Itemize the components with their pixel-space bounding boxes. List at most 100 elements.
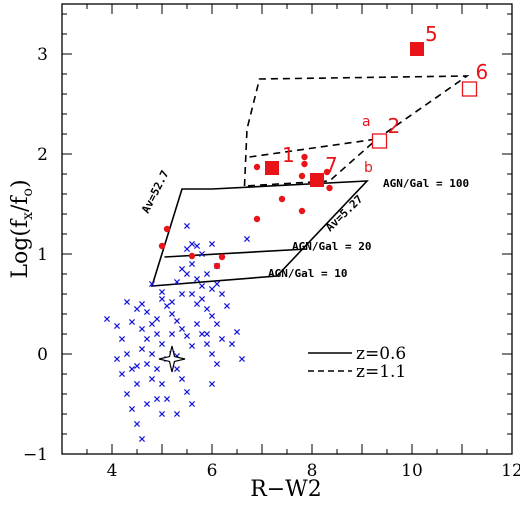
blue-cross — [208, 312, 216, 320]
blue-cross-stroke — [208, 240, 216, 248]
red-dot — [298, 172, 306, 180]
blue-cross — [188, 240, 196, 248]
blue-cross — [133, 380, 141, 388]
star-marker — [158, 345, 186, 373]
blue-cross — [133, 362, 141, 370]
blue-cross — [188, 260, 196, 268]
y-axis-title-mid: /f — [8, 195, 33, 212]
x-tick-label: 6 — [207, 461, 218, 481]
blue-cross-stroke — [168, 330, 176, 338]
blue-cross-stroke — [138, 435, 146, 443]
blue-cross-stroke — [153, 315, 161, 323]
blue-cross — [193, 242, 201, 250]
plot-frame — [61, 3, 513, 455]
blue-cross — [218, 290, 226, 298]
blue-cross — [173, 365, 181, 373]
blue-cross — [133, 420, 141, 428]
blue-cross-stroke — [203, 305, 211, 313]
blue-cross — [223, 302, 231, 310]
blue-cross-stroke — [113, 355, 121, 363]
x-tick-label: 4 — [107, 461, 118, 481]
blue-cross-stroke — [143, 308, 151, 316]
blue-cross — [148, 280, 156, 288]
blue-cross — [208, 350, 216, 358]
blue-cross-stroke — [213, 280, 221, 288]
blue-cross-stroke — [153, 395, 161, 403]
blue-cross — [168, 310, 176, 318]
av-left-label: Av=52.7 — [139, 168, 172, 215]
red-dot — [301, 160, 308, 168]
blue-cross — [233, 328, 241, 336]
agn-gal-20-label: AGN/Gal = 20 — [292, 240, 371, 253]
blue-cross-stroke — [203, 340, 211, 348]
red-dot — [278, 195, 286, 203]
blue-cross-stroke — [113, 322, 121, 330]
x-tick-label: 12 — [501, 461, 520, 481]
blue-cross-stroke — [118, 370, 126, 378]
blue-cross — [178, 290, 186, 298]
blue-cross-stroke — [103, 315, 111, 323]
blue-cross-stroke — [158, 380, 166, 388]
blue-cross-stroke — [123, 390, 131, 398]
blue-cross — [188, 290, 196, 298]
blue-cross — [153, 395, 161, 403]
blue-cross — [178, 265, 186, 273]
blue-cross-stroke — [133, 420, 141, 428]
blue-cross-stroke — [148, 375, 156, 383]
square-label: 7 — [325, 153, 338, 177]
model-grid-z11 — [243, 75, 470, 187]
blue-cross-stroke — [138, 325, 146, 333]
blue-cross-stroke — [173, 317, 181, 325]
blue-cross — [153, 330, 161, 338]
blue-cross-stroke — [188, 240, 196, 248]
blue-cross-stroke — [143, 360, 151, 368]
blue-cross — [143, 335, 151, 343]
y-tick-label: 1 — [37, 245, 48, 265]
blue-cross-stroke — [118, 335, 126, 343]
label-b: b — [364, 160, 373, 176]
blue-cross-stroke — [168, 310, 176, 318]
red-dot — [323, 168, 331, 176]
blue-cross-stroke — [133, 380, 141, 388]
model-grid-z06 — [150, 180, 369, 287]
blue-cross-stroke — [188, 290, 196, 298]
blue-cross — [148, 320, 156, 328]
blue-cross-stroke — [208, 380, 216, 388]
blue-cross-stroke — [148, 350, 156, 358]
blue-cross-stroke — [198, 250, 206, 258]
blue-cross-stroke — [238, 355, 246, 363]
blue-cross — [213, 320, 221, 328]
blue-cross-stroke — [208, 312, 216, 320]
y-axis-title-main: Log(f — [8, 218, 33, 279]
blue-cross-stroke — [178, 325, 186, 333]
blue-cross-stroke — [158, 288, 166, 296]
blue-cross-stroke — [208, 285, 216, 293]
blue-cross-stroke — [208, 350, 216, 358]
legend-label-z11: z=1.1 — [356, 362, 406, 382]
blue-cross — [143, 308, 151, 316]
blue-cross — [193, 300, 201, 308]
blue-cross — [213, 280, 221, 288]
red-dot-series — [158, 153, 333, 270]
blue-cross-stroke — [193, 320, 201, 328]
blue-cross-stroke — [143, 400, 151, 408]
blue-cross — [183, 222, 191, 230]
blue-cross — [163, 395, 171, 403]
blue-cross-stroke — [173, 410, 181, 418]
blue-cross — [208, 240, 216, 248]
blue-cross — [173, 317, 181, 325]
blue-cross-series — [103, 222, 251, 443]
y-tick-label: 2 — [37, 145, 48, 165]
blue-cross-stroke — [158, 340, 166, 348]
blue-cross-stroke — [203, 330, 211, 338]
blue-cross-stroke — [153, 365, 161, 373]
blue-cross — [213, 360, 221, 368]
square-label: 5 — [425, 22, 438, 46]
blue-cross-stroke — [213, 320, 221, 328]
blue-cross — [168, 330, 176, 338]
agn-gal-100-label: AGN/Gal = 100 — [383, 177, 469, 190]
label-a: a — [362, 114, 371, 130]
blue-cross-stroke — [128, 318, 136, 326]
grid-z11-mid-line — [249, 138, 378, 158]
star-shape — [158, 345, 186, 373]
